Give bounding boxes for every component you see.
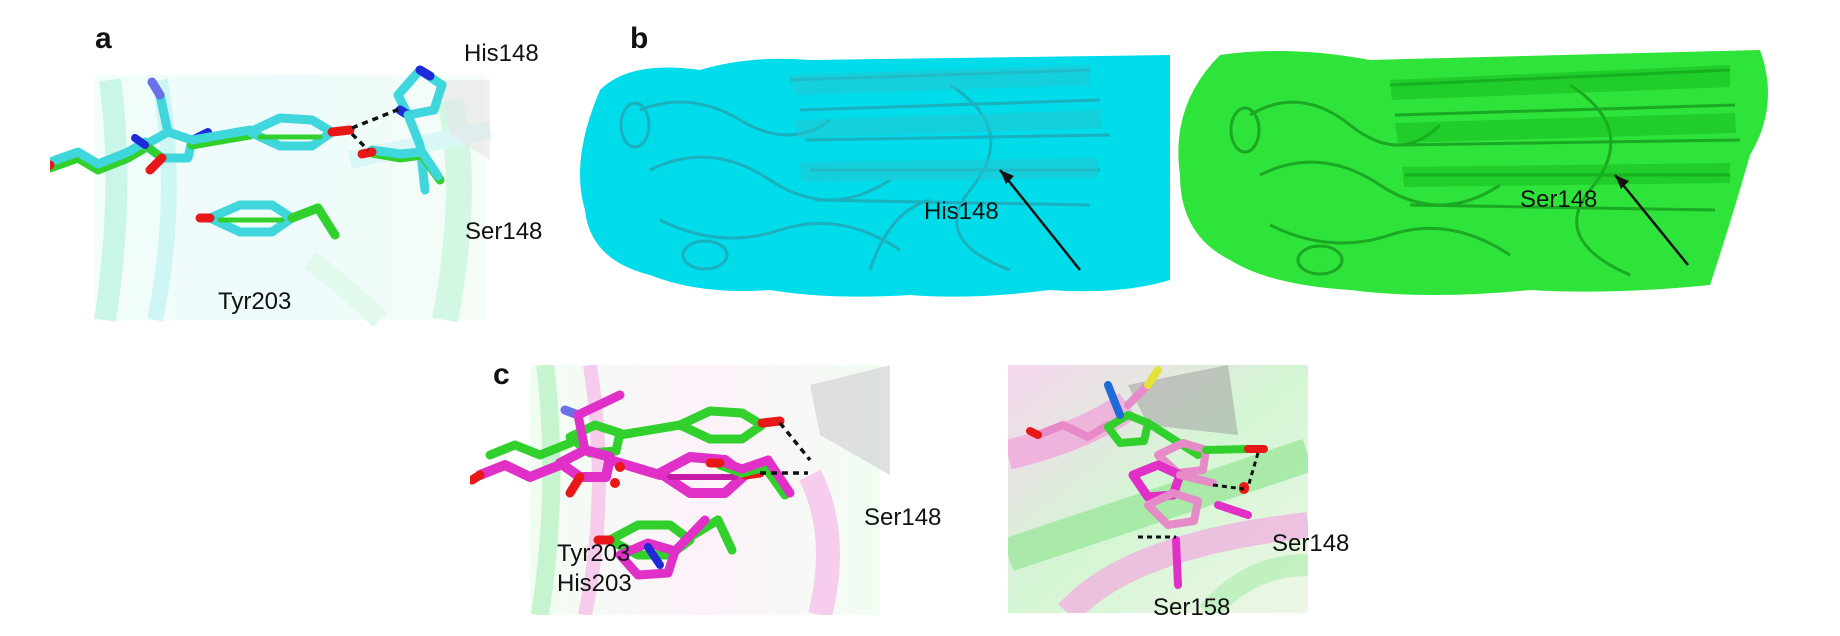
label-ser148: Ser148 <box>465 218 543 245</box>
panel-a-hbonds <box>350 106 403 152</box>
arrow-his148 <box>999 169 1081 271</box>
panel-letter-a: a <box>95 22 112 55</box>
arrowhead-his148 <box>1000 170 1014 184</box>
label-his148: His148 <box>464 40 539 67</box>
panel-c-ser148 <box>705 455 795 500</box>
panel-c-left-structure <box>470 365 890 615</box>
label-c-right-ser148: Ser148 <box>1272 530 1350 557</box>
panel-letter-c: c <box>493 358 510 391</box>
panel-c-ligand-green <box>485 406 785 460</box>
panel-c-right-ligands <box>1026 366 1268 589</box>
cyan-strand-shading <box>790 65 1102 182</box>
panel-c-ligand-magenta <box>470 390 765 498</box>
label-c-his203: His203 <box>557 570 632 597</box>
panel-a-his148 <box>393 65 447 195</box>
panel-c-right-structure <box>1008 365 1308 613</box>
arrowhead-ser148 <box>1615 175 1629 189</box>
panel-a-structure <box>50 65 492 328</box>
panel-letter-b: b <box>630 22 649 55</box>
panel-b-left-surface <box>580 55 1170 297</box>
label-b-ser148: Ser148 <box>1520 186 1598 213</box>
panel-a-ligand <box>50 77 355 175</box>
panel-a-tyr203 <box>195 200 340 240</box>
panel-c-right-hbonds <box>1138 452 1260 539</box>
label-c-right-ser158: Ser158 <box>1153 594 1231 621</box>
panel-c-hbonds <box>760 421 812 475</box>
label-tyr203: Tyr203 <box>218 288 292 315</box>
green-strand-shading <box>1390 65 1736 187</box>
panel-c-residue-203 <box>593 515 737 580</box>
arrow-ser148 <box>1614 174 1689 266</box>
label-c-tyr203: Tyr203 <box>557 540 631 567</box>
label-b-his148: His148 <box>924 198 999 225</box>
label-c-ser148: Ser148 <box>864 504 942 531</box>
panel-b-right-surface <box>1178 50 1768 295</box>
panel-a-ser148 <box>357 145 445 185</box>
